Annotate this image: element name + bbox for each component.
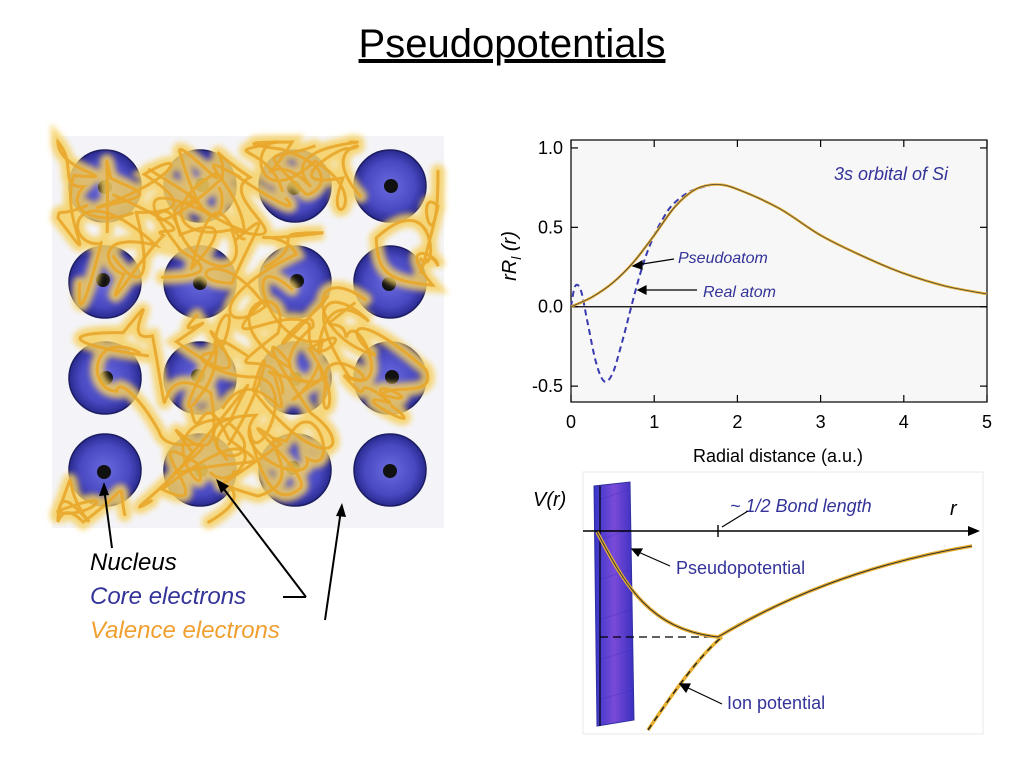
valence-path bbox=[321, 286, 430, 420]
valence-path bbox=[241, 301, 392, 410]
svg-text:rRl (r): rRl (r) bbox=[499, 231, 524, 281]
legend-valence-electrons: Valence electrons bbox=[90, 617, 280, 644]
x-tick-label: 3 bbox=[816, 412, 826, 432]
y-tick-label: 1.0 bbox=[538, 138, 563, 158]
valence-path bbox=[207, 413, 326, 524]
bond-length-label: ~ 1/2 Bond length bbox=[730, 496, 872, 516]
series-pseudoatom-outline bbox=[570, 184, 988, 308]
x-tick-label: 1 bbox=[649, 412, 659, 432]
x-tick-label: 0 bbox=[566, 412, 576, 432]
crystal-lattice-illustration bbox=[48, 123, 449, 532]
pseudopotential-curve-outline bbox=[596, 531, 973, 638]
legend-arrows bbox=[99, 479, 346, 621]
y-tick-label: 0.0 bbox=[538, 297, 563, 317]
chart-annotation: 3s orbital of Si bbox=[834, 164, 949, 184]
valence-path bbox=[95, 159, 176, 279]
r-axis-arrowhead bbox=[968, 526, 980, 536]
valence-path bbox=[56, 138, 134, 247]
valence-path bbox=[159, 383, 250, 498]
nucleus-dot bbox=[96, 273, 110, 287]
legend-label-pseudoatom: Pseudoatom bbox=[678, 250, 768, 267]
orbital-chart: 0 1 2 3 4 5 1.0 0.5 0.0 -0.5 3s orbital of Si Pse… bbox=[499, 138, 992, 466]
nucleus-dot bbox=[384, 179, 398, 193]
nucleus-arrow bbox=[103, 487, 113, 549]
nucleus-dot bbox=[383, 464, 397, 478]
valence-path bbox=[173, 313, 248, 409]
core-arrow bbox=[219, 483, 307, 598]
valence-path bbox=[76, 193, 176, 306]
series-real-atom bbox=[570, 183, 988, 383]
x-tick-label: 5 bbox=[982, 412, 992, 432]
y-tick-label: 0.5 bbox=[538, 217, 563, 237]
pseudopotential-label: Pseudopotential bbox=[676, 558, 805, 578]
chart-label-arrows bbox=[631, 258, 697, 295]
valence-path bbox=[252, 140, 359, 196]
x-tick-label: 2 bbox=[732, 412, 742, 432]
valence-arrow bbox=[324, 509, 342, 621]
atom-core bbox=[353, 149, 427, 223]
atom-core bbox=[353, 433, 427, 507]
valence-electron-paths bbox=[56, 138, 440, 524]
nucleus-dot bbox=[97, 465, 111, 479]
ion-potential-label: Ion potential bbox=[727, 693, 825, 713]
v-axis-label: V(r) bbox=[533, 489, 566, 511]
valence-path bbox=[200, 351, 304, 497]
ion-potential-dashed bbox=[647, 636, 723, 731]
valence-path bbox=[204, 221, 324, 320]
r-axis-label: r bbox=[950, 498, 958, 520]
legend-core-electrons: Core electrons bbox=[90, 583, 246, 610]
core-region-hatching bbox=[597, 489, 634, 701]
x-tick-label: 4 bbox=[899, 412, 909, 432]
valence-path bbox=[374, 169, 440, 287]
potential-label-arrows bbox=[630, 510, 749, 705]
valence-path bbox=[147, 148, 238, 268]
legend-label-real-atom: Real atom bbox=[703, 284, 776, 301]
y-tick-label: -0.5 bbox=[532, 376, 563, 396]
valence-path bbox=[56, 478, 127, 524]
chart-y-axis-label: rRl (r) bbox=[499, 231, 524, 281]
legend-nucleus: Nucleus bbox=[90, 549, 177, 576]
potential-diagram: V(r) r ~ 1/2 Bond length Pseudopotential… bbox=[533, 471, 984, 735]
chart-ticks: 0 1 2 3 4 5 1.0 0.5 0.0 -0.5 bbox=[532, 138, 992, 432]
valence-path bbox=[221, 294, 330, 410]
nucleus-dot bbox=[385, 370, 399, 384]
chart-x-axis-label: Radial distance (a.u.) bbox=[693, 446, 863, 466]
page-title: Pseudopotentials bbox=[358, 22, 666, 66]
